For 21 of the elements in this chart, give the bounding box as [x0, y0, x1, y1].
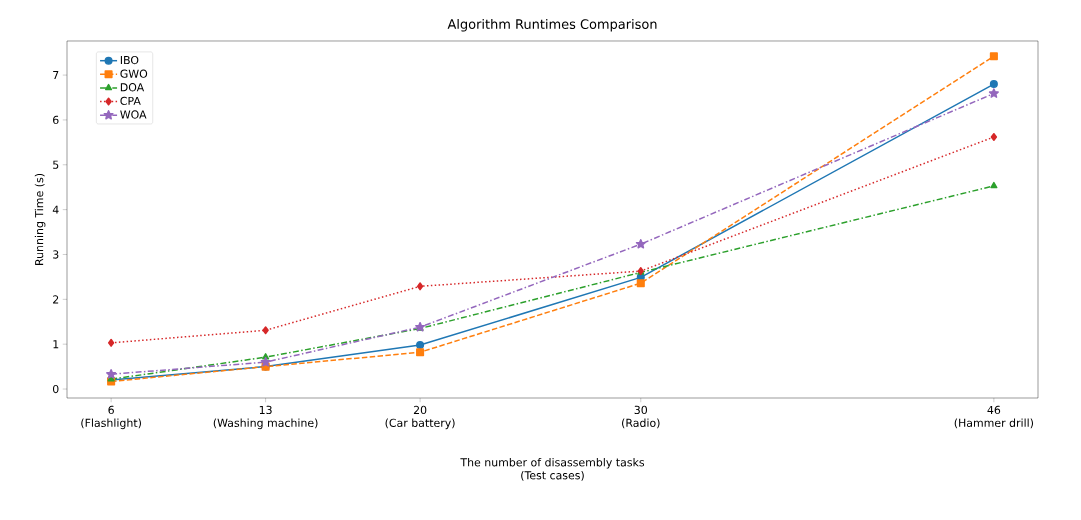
- y-tick-label: 3: [53, 250, 59, 259]
- legend-label: IBO: [120, 55, 139, 65]
- y-tick-label: 6: [53, 115, 59, 125]
- y-tick-label: 2: [53, 295, 59, 304]
- x-axis-title: The number of disassembly tasks (Test cases): [460, 457, 645, 481]
- legend-label: GWO: [120, 69, 148, 78]
- y-tick-label: 7: [53, 71, 59, 80]
- y-tick-label: 1: [53, 340, 59, 349]
- y-tick-label: 0: [52, 384, 59, 394]
- y-axis-title: Running Time (s): [34, 173, 46, 265]
- x-tick-label: 6 (Flashlight): [81, 405, 141, 430]
- legend-label: DOA: [120, 83, 145, 92]
- legend-label: WOA: [120, 110, 147, 119]
- legend-label: CPA: [120, 96, 141, 106]
- x-tick-label: 46 (Hammer drill): [954, 405, 1034, 429]
- y-tick-label: 4: [52, 205, 59, 214]
- x-tick-label: 13 (Washing machine): [213, 405, 318, 430]
- y-tick-label: 5: [53, 160, 59, 169]
- x-tick-label: 20 (Car battery): [385, 405, 455, 430]
- x-tick-label: 30 (Radio): [622, 405, 660, 429]
- chart-title: Algorithm Runtimes Comparison: [447, 18, 657, 32]
